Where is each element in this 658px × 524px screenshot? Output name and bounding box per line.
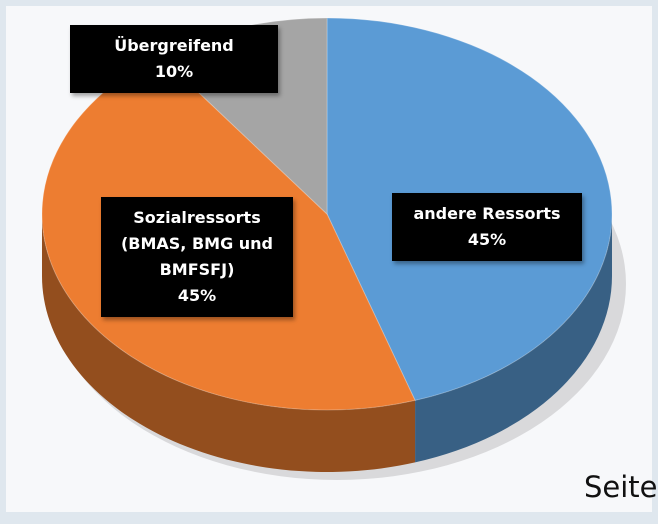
annotation: Seite bbox=[584, 470, 658, 504]
pie-side bbox=[415, 214, 612, 463]
pie-side bbox=[42, 214, 416, 472]
value-label: 45% bbox=[177, 286, 217, 305]
category-label: Übergreifend bbox=[114, 36, 234, 55]
value-label: 10% bbox=[154, 62, 194, 81]
data-label: Sozialressorts (BMAS, BMG und BMFSFJ) 45% bbox=[101, 197, 293, 317]
data-label: andere Ressorts 45% bbox=[392, 193, 582, 261]
data-label: Übergreifend 10% bbox=[70, 25, 278, 93]
category-label: Sozialressorts (BMAS, BMG und BMFSFJ) bbox=[120, 208, 274, 279]
value-label: 45% bbox=[467, 230, 507, 249]
category-label: andere Ressorts bbox=[413, 204, 561, 223]
